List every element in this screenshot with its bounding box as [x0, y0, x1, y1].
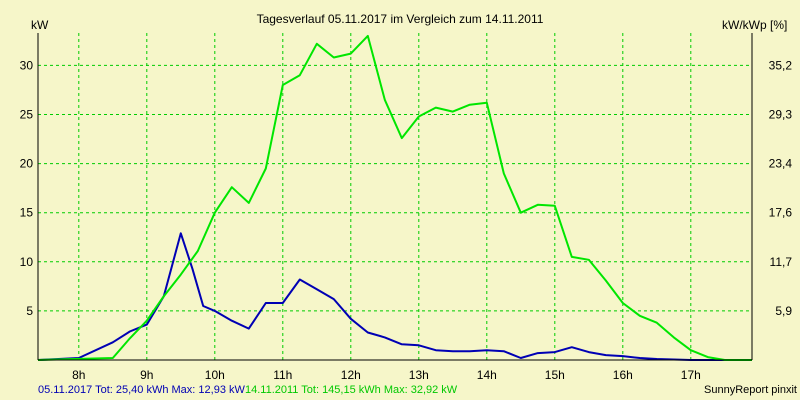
credit-text: SunnyReport pinxit [704, 384, 797, 396]
legend-entry-2011: 14.11.2011 Tot: 145,15 kWh Max: 32,92 kW [245, 384, 458, 396]
y-tick-label-left-25: 25 [20, 108, 34, 122]
x-tick-label-16h: 16h [613, 368, 633, 382]
y-tick-labels-left: 5 10 15 20 25 30 [20, 58, 34, 318]
x-tick-label-11h: 11h [273, 368, 292, 382]
y-tick-label-right-11,7: 11,7 [770, 255, 793, 269]
y-tick-label-right-23,4: 23,4 [769, 157, 793, 171]
series-line-s2011 [37, 34, 752, 361]
y-tick-label-left-10: 10 [20, 255, 34, 269]
series-lines [37, 34, 752, 361]
x-tick-label-17h: 17h [681, 368, 701, 382]
x-tick-label-10h: 10h [205, 368, 225, 382]
y-tick-label-right-35,2: 35,2 [769, 58, 793, 72]
y-tick-label-right-29,3: 29,3 [769, 108, 793, 122]
y-tick-label-left-15: 15 [20, 206, 34, 220]
grid-lines [38, 33, 752, 360]
x-tick-label-14h: 14h [477, 368, 497, 382]
series-line-s2017 [37, 232, 725, 361]
left-axis-unit: kW [31, 18, 49, 32]
y-tick-label-right-17,6: 17,6 [769, 206, 793, 220]
y-tick-label-left-5: 5 [26, 304, 33, 318]
axes [37, 33, 753, 361]
x-tick-label-15h: 15h [545, 368, 565, 382]
y-tick-label-left-30: 30 [20, 58, 34, 72]
y-tick-labels-right: 5,9 11,7 17,6 23,4 29,3 35,2 [769, 58, 793, 318]
x-tick-labels: 8h 9h 10h 11h 12h 13h 14h 15h 16h 17h [72, 368, 701, 382]
x-tick-label-13h: 13h [409, 368, 429, 382]
x-tick-label-8h: 8h [72, 368, 85, 382]
x-tick-label-12h: 12h [341, 368, 361, 382]
chart-title: Tagesverlauf 05.11.2017 im Vergleich zum… [257, 12, 544, 26]
legend-entry-2017: 05.11.2017 Tot: 25,40 kWh Max: 12,93 kW [38, 384, 245, 396]
y-tick-label-right-5,9: 5,9 [775, 304, 792, 318]
x-tick-label-9h: 9h [140, 368, 153, 382]
y-tick-label-left-20: 20 [20, 157, 34, 171]
right-axis-unit: kW/kWp [%] [722, 18, 787, 32]
